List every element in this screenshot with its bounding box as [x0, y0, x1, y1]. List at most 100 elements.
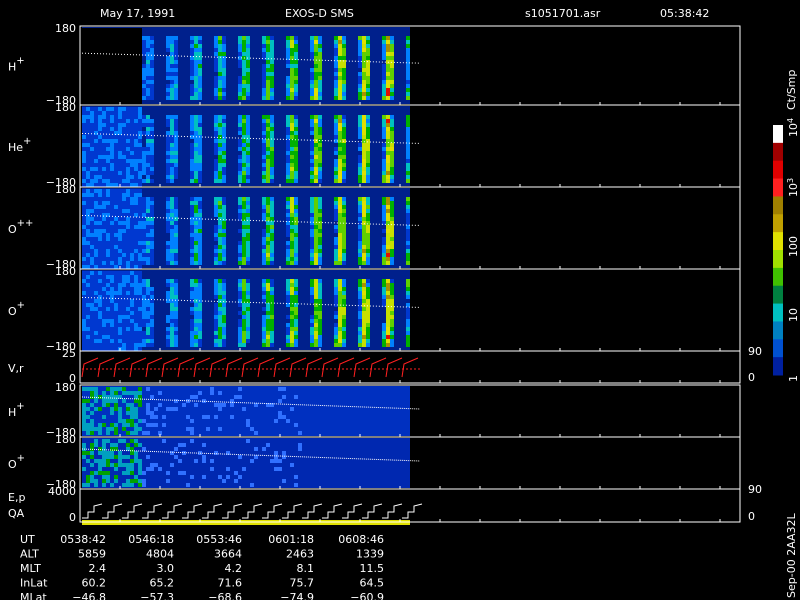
cell — [218, 163, 222, 167]
cell — [90, 163, 94, 167]
cell — [166, 179, 170, 183]
cell — [406, 135, 410, 139]
cell — [102, 303, 106, 307]
cell — [286, 151, 290, 155]
cell — [122, 32, 126, 36]
cell — [190, 179, 194, 183]
cell — [386, 167, 390, 171]
cell — [126, 299, 130, 303]
cell — [126, 287, 130, 291]
cell — [110, 44, 114, 48]
cell — [362, 72, 366, 76]
cell — [386, 295, 390, 299]
cell — [222, 279, 226, 283]
cell — [334, 72, 338, 76]
cell — [134, 205, 138, 209]
cell — [222, 84, 226, 88]
cell — [194, 311, 198, 315]
cell — [246, 237, 250, 241]
cell — [138, 52, 142, 56]
table-cell: −57.3 — [140, 591, 174, 600]
cell — [130, 147, 134, 151]
cell — [134, 335, 138, 339]
cell — [238, 123, 242, 127]
cell — [190, 72, 194, 76]
cell — [318, 167, 322, 171]
cell — [218, 261, 222, 265]
cell — [190, 171, 194, 175]
cell — [118, 339, 122, 343]
cell — [106, 84, 110, 88]
cell — [134, 115, 138, 119]
cell — [190, 279, 194, 283]
cell — [362, 279, 366, 283]
cell — [338, 249, 342, 253]
cell — [110, 323, 114, 327]
cell — [334, 147, 338, 151]
cell — [130, 479, 134, 483]
cell — [366, 147, 370, 151]
cell — [90, 36, 94, 40]
cell — [142, 80, 146, 84]
cell — [294, 64, 298, 68]
cell — [286, 143, 290, 147]
cell — [98, 64, 102, 68]
cell — [114, 463, 118, 467]
cell — [110, 331, 114, 335]
cell — [130, 253, 134, 257]
cell — [194, 48, 198, 52]
cell — [90, 189, 94, 193]
cell — [266, 221, 270, 225]
cell — [262, 323, 266, 327]
cell — [138, 327, 142, 331]
cell — [98, 139, 102, 143]
cell — [114, 107, 118, 111]
cell — [82, 233, 86, 237]
cell — [218, 339, 222, 343]
cell — [86, 335, 90, 339]
cell — [190, 307, 194, 311]
cell — [294, 249, 298, 253]
cell — [222, 209, 226, 213]
cell — [110, 271, 114, 275]
cell — [110, 423, 114, 427]
cell — [198, 237, 202, 241]
colorbar-unit: Ct/Smp — [785, 70, 798, 110]
cell — [86, 189, 90, 193]
cell — [218, 135, 222, 139]
cell — [358, 311, 362, 315]
cell — [126, 431, 130, 435]
cell — [266, 127, 270, 131]
cell — [118, 287, 122, 291]
cell — [138, 84, 142, 88]
cell — [86, 415, 90, 419]
cell — [390, 96, 394, 100]
cell — [134, 76, 138, 80]
cell — [218, 475, 222, 479]
cell — [122, 327, 126, 331]
table-cell: 2.4 — [89, 562, 107, 575]
cell — [314, 217, 318, 221]
cell — [310, 339, 314, 343]
cell — [198, 339, 202, 343]
cell — [110, 265, 114, 269]
cell — [198, 56, 202, 60]
cell — [170, 88, 174, 92]
cell — [318, 217, 322, 221]
cell — [110, 159, 114, 163]
cell — [166, 331, 170, 335]
cell — [214, 115, 218, 119]
cell — [174, 455, 178, 459]
cell — [126, 88, 130, 92]
cell — [342, 311, 346, 315]
cell — [122, 119, 126, 123]
cell — [134, 343, 138, 347]
cell — [406, 245, 410, 249]
cell — [166, 261, 170, 265]
cell — [318, 245, 322, 249]
cell — [382, 179, 386, 183]
cell — [246, 241, 250, 245]
cell — [342, 197, 346, 201]
cell — [238, 261, 242, 265]
cell — [98, 343, 102, 347]
